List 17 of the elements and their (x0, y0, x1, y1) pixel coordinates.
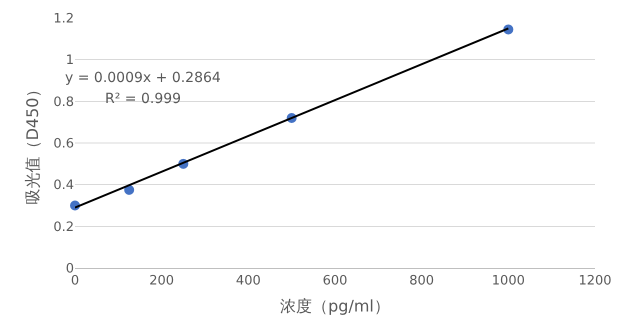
x-axis-title: 浓度（pg/ml） (280, 296, 390, 316)
y-tick-label: 0.2 (53, 220, 74, 235)
y-axis-title: 吸光值（D450） (23, 82, 42, 204)
annotation: y = 0.0009x + 0.2864 (65, 70, 221, 86)
x-tick-label: 400 (236, 274, 261, 289)
y-tick-label: 0.6 (53, 136, 74, 152)
annotation: R² = 0.999 (105, 91, 182, 107)
x-tick-label: 1200 (578, 274, 612, 289)
y-tick-label: 0 (66, 262, 74, 277)
y-tick-label: 0.4 (53, 178, 74, 194)
y-tick-label: 1.2 (53, 12, 74, 27)
y-tick-label: 1 (66, 53, 74, 68)
y-tick-label: 0.8 (53, 94, 74, 110)
x-tick-label: 200 (149, 274, 174, 289)
x-tick-label: 800 (409, 274, 434, 289)
x-tick-label: 1000 (492, 274, 525, 289)
x-tick-label: 600 (322, 274, 348, 289)
